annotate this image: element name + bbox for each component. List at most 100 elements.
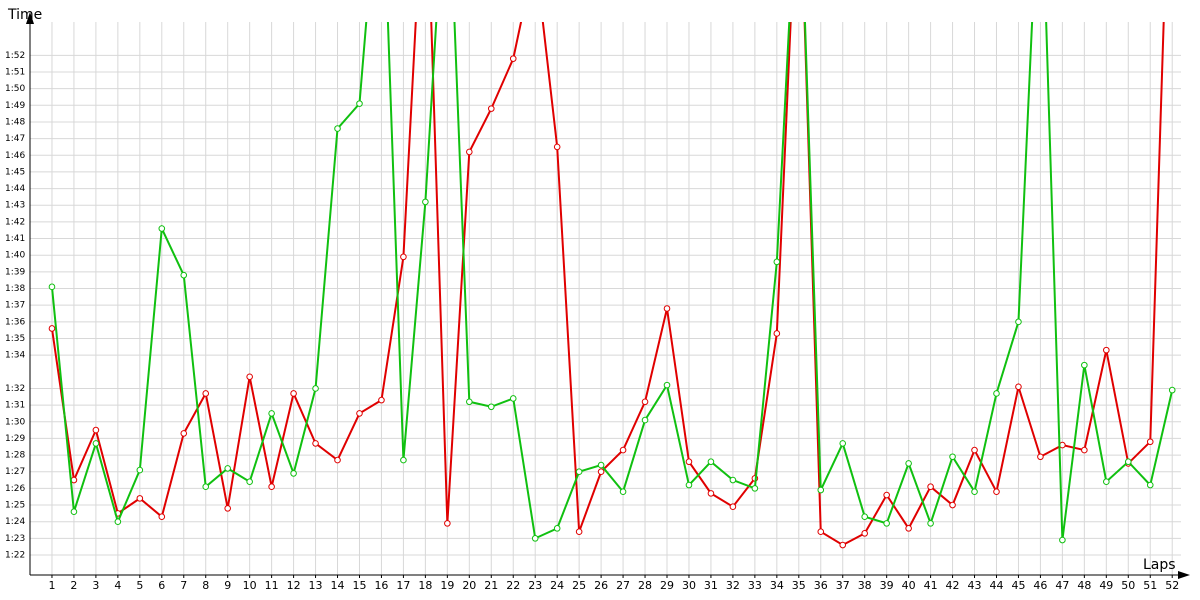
x-tick-label: 47 <box>1055 579 1069 592</box>
point <box>312 385 319 392</box>
y-tick-label: 1:51 <box>5 67 25 77</box>
point <box>1081 446 1088 454</box>
x-tick-label: 24 <box>550 579 564 592</box>
point <box>685 481 693 489</box>
point <box>729 503 737 511</box>
x-tick-label: 15 <box>352 579 366 592</box>
x-tick-label: 19 <box>440 579 454 592</box>
point <box>971 488 978 496</box>
x-tick-label: 23 <box>528 579 542 592</box>
point <box>861 530 868 537</box>
x-tick-label: 34 <box>770 579 784 592</box>
point <box>180 271 188 279</box>
point <box>202 390 210 397</box>
x-tick-label: 29 <box>660 579 674 592</box>
x-tick-label: 18 <box>418 579 432 592</box>
point <box>334 125 341 132</box>
point <box>883 491 890 499</box>
point <box>905 525 912 532</box>
series-line <box>50 22 1165 547</box>
point <box>70 508 78 516</box>
y-tick-label: 1:49 <box>5 101 25 111</box>
x-tick-label: 7 <box>180 579 187 592</box>
point <box>246 373 253 381</box>
x-tick-label: 48 <box>1077 579 1091 592</box>
x-tick-label: 32 <box>726 579 740 592</box>
y-axis-title: Time <box>7 7 42 23</box>
x-tick-label: 20 <box>462 579 476 592</box>
y-tick-label: 1:30 <box>5 417 25 427</box>
y-tick-label: 1:25 <box>5 501 25 511</box>
y-tick-label: 1:32 <box>5 384 25 394</box>
point <box>619 446 627 454</box>
x-tick-label: 38 <box>858 579 872 592</box>
point <box>707 458 715 466</box>
point <box>1103 346 1110 354</box>
point <box>641 416 649 424</box>
x-axis-title: Laps <box>1143 557 1176 573</box>
x-axis-arrow <box>1178 571 1190 579</box>
point <box>1015 383 1022 391</box>
x-tick-label: 49 <box>1099 579 1113 592</box>
point <box>817 486 825 494</box>
point <box>751 485 759 492</box>
point <box>400 253 407 261</box>
y-tick-label: 1:48 <box>5 117 25 127</box>
point <box>1146 481 1154 489</box>
y-tick-label: 1:38 <box>5 284 25 294</box>
point <box>136 466 144 474</box>
point <box>773 330 781 337</box>
point <box>158 513 166 521</box>
y-tick-label: 1:52 <box>5 51 25 61</box>
point <box>114 518 122 525</box>
point <box>993 390 1000 397</box>
y-tick-label: 1:31 <box>5 401 25 411</box>
point <box>509 55 517 62</box>
point <box>48 283 56 291</box>
x-tick-label: 25 <box>572 579 586 592</box>
y-tick-label: 1:41 <box>5 234 25 244</box>
point <box>136 495 144 502</box>
point <box>949 501 956 509</box>
point <box>707 490 715 497</box>
point <box>553 525 561 532</box>
y-tick-label: 1:43 <box>5 201 25 211</box>
point <box>487 403 495 411</box>
point <box>509 395 517 402</box>
x-tick-label: 33 <box>748 579 762 592</box>
series-line <box>50 22 1174 541</box>
point <box>158 225 166 232</box>
x-tick-label: 1 <box>48 579 55 592</box>
point <box>290 470 297 477</box>
y-tick-label: 1:47 <box>5 134 25 144</box>
y-tick-label: 1:28 <box>5 451 25 461</box>
point <box>224 465 231 472</box>
y-tick-label: 1:46 <box>5 151 25 161</box>
x-tick-label: 13 <box>309 579 323 592</box>
x-tick-label: 27 <box>616 579 630 592</box>
point <box>202 483 210 491</box>
x-tick-label: 9 <box>224 579 231 592</box>
point <box>861 513 868 521</box>
point <box>949 453 956 461</box>
point <box>487 105 495 112</box>
x-tick-label: 2 <box>70 579 77 592</box>
point <box>356 410 363 417</box>
y-tick-label: 1:50 <box>5 84 25 94</box>
y-tick-label: 1:24 <box>5 517 25 527</box>
point <box>356 100 363 107</box>
point <box>1081 361 1088 369</box>
point <box>729 476 737 484</box>
point <box>92 440 100 447</box>
point <box>224 505 231 512</box>
y-tick-label: 1:27 <box>5 467 25 477</box>
y-tick-label: 1:45 <box>5 167 25 177</box>
point <box>1037 453 1044 461</box>
point <box>927 483 934 491</box>
point <box>641 398 649 406</box>
point <box>1059 536 1066 544</box>
point <box>92 426 100 434</box>
x-tick-label: 12 <box>287 579 301 592</box>
x-tick-label: 5 <box>136 579 143 592</box>
x-tick-label: 17 <box>396 579 410 592</box>
